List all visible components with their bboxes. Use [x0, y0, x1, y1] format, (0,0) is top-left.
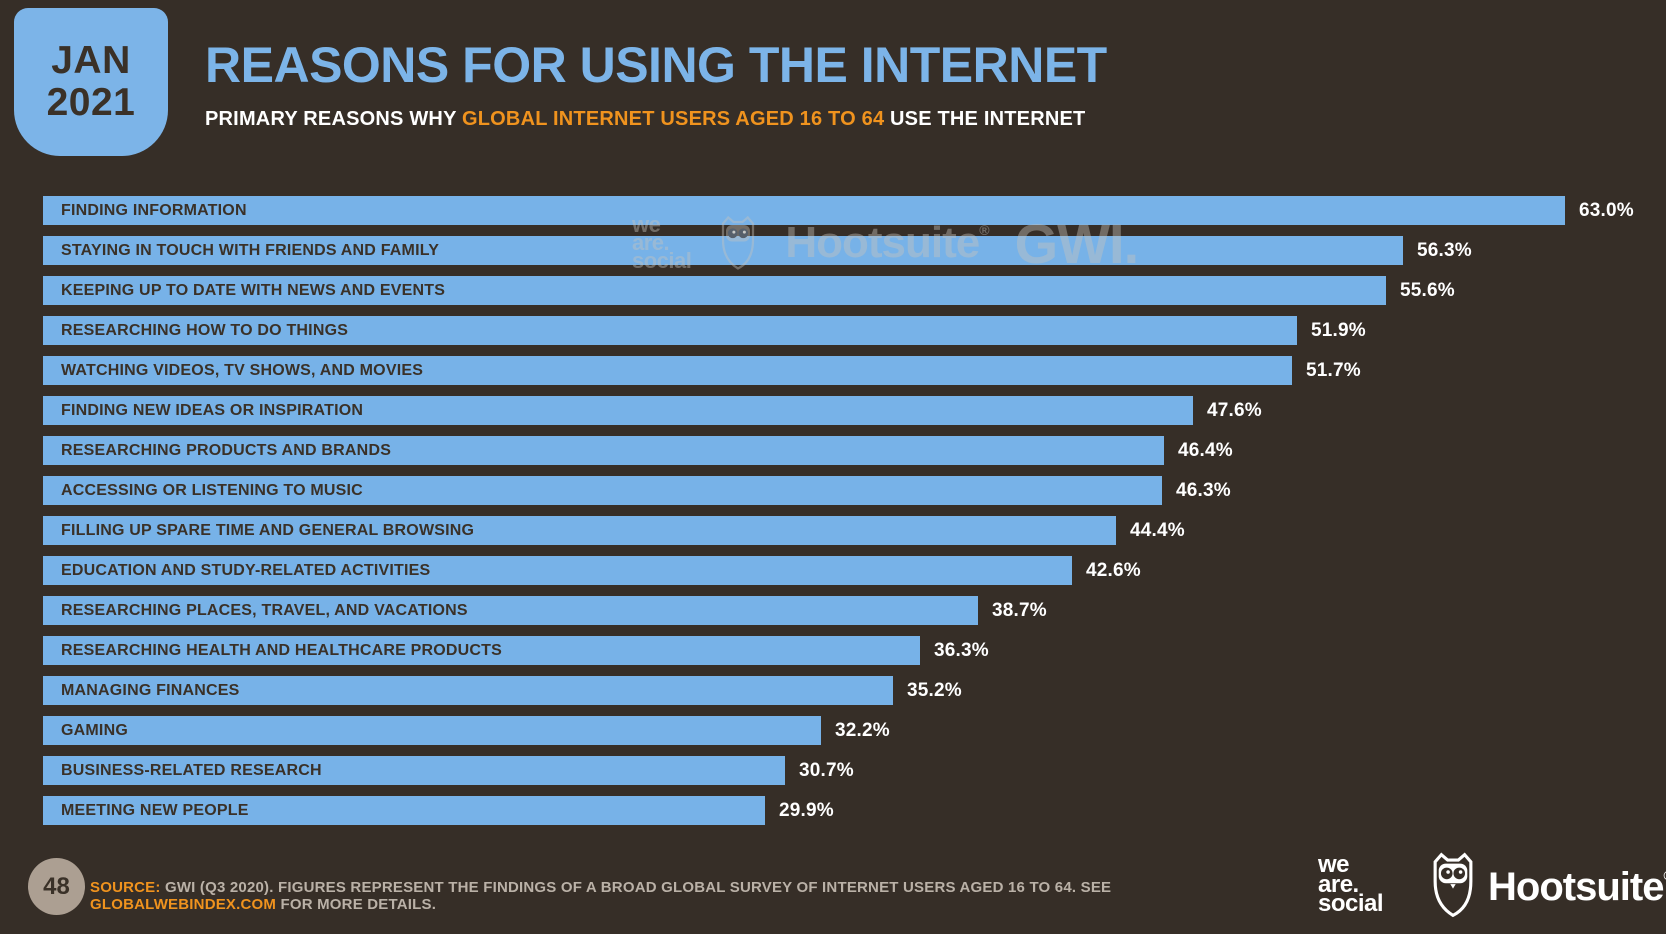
source-text-2: FOR MORE DETAILS. [276, 896, 437, 913]
bar-category-label: KEEPING UP TO DATE WITH NEWS AND EVENTS [61, 281, 446, 299]
ws-logo-line1: we [1318, 851, 1350, 878]
bar: FILLING UP SPARE TIME AND GENERAL BROWSI… [43, 516, 1116, 545]
bar-value-label: 38.7% [992, 599, 1047, 621]
bar-value-label: 46.4% [1178, 439, 1233, 461]
page-title: REASONS FOR USING THE INTERNET [205, 37, 1107, 93]
bar-row: FINDING NEW IDEAS OR INSPIRATION 47.6% [43, 396, 1666, 425]
bar-row: WATCHING VIDEOS, TV SHOWS, AND MOVIES 51… [43, 356, 1666, 385]
bar: BUSINESS-RELATED RESEARCH [43, 756, 785, 785]
bar-row: ACCESSING OR LISTENING TO MUSIC 46.3% [43, 476, 1666, 505]
bar-row: RESEARCHING PLACES, TRAVEL, AND VACATION… [43, 596, 1666, 625]
bar-row: STAYING IN TOUCH WITH FRIENDS AND FAMILY… [43, 236, 1666, 265]
we-are-social-logo: we are. social [1318, 851, 1384, 918]
bar-value-label: 51.9% [1311, 319, 1366, 341]
bar-value-label: 29.9% [779, 799, 834, 821]
bar-value-label: 51.7% [1306, 359, 1361, 381]
bar-value-label: 46.3% [1176, 479, 1231, 501]
subtitle-prefix: PRIMARY REASONS WHY [205, 108, 462, 130]
footer: 48 SOURCE: GWI (Q3 2020). FIGURES REPRES… [0, 845, 1666, 934]
hootsuite-word: Hootsuite [1488, 865, 1664, 909]
bar-row: RESEARCHING PRODUCTS AND BRANDS 46.4% [43, 436, 1666, 465]
bar-row: MEETING NEW PEOPLE 29.9% [43, 796, 1666, 825]
bar: RESEARCHING HOW TO DO THINGS [43, 316, 1297, 345]
globalwebindex-link[interactable]: GLOBALWEBINDEX.COM [90, 896, 277, 913]
bar-category-label: RESEARCHING HOW TO DO THINGS [61, 321, 349, 339]
bar-row: KEEPING UP TO DATE WITH NEWS AND EVENTS … [43, 276, 1666, 305]
bar-category-label: MANAGING FINANCES [61, 681, 240, 699]
bar-category-label: RESEARCHING HEALTH AND HEALTHCARE PRODUC… [61, 641, 502, 659]
date-badge: JAN 2021 [14, 8, 168, 156]
bar-value-label: 56.3% [1417, 239, 1472, 261]
bar-value-label: 35.2% [907, 679, 962, 701]
bar-value-label: 30.7% [799, 759, 854, 781]
bar-value-label: 42.6% [1086, 559, 1141, 581]
bar-value-label: 32.2% [835, 719, 890, 741]
bar-row: FINDING INFORMATION 63.0% [43, 196, 1666, 225]
hootsuite-reg: ® [1663, 868, 1666, 883]
bar-category-label: MEETING NEW PEOPLE [61, 801, 249, 819]
subtitle-highlight: GLOBAL INTERNET USERS AGED 16 TO 64 [462, 108, 885, 130]
bar-category-label: EDUCATION AND STUDY-RELATED ACTIVITIES [61, 561, 431, 579]
bar-category-label: RESEARCHING PRODUCTS AND BRANDS [61, 441, 392, 459]
source-text-1: GWI (Q3 2020). FIGURES REPRESENT THE FIN… [160, 879, 1112, 896]
bar-row: RESEARCHING HOW TO DO THINGS 51.9% [43, 316, 1666, 345]
bar-value-label: 63.0% [1579, 199, 1634, 221]
bar-row: MANAGING FINANCES 35.2% [43, 676, 1666, 705]
bar-value-label: 36.3% [934, 639, 989, 661]
date-badge-year: 2021 [46, 81, 136, 124]
bar-category-label: RESEARCHING PLACES, TRAVEL, AND VACATION… [61, 601, 468, 619]
bar-row: EDUCATION AND STUDY-RELATED ACTIVITIES 4… [43, 556, 1666, 585]
bar-row: GAMING 32.2% [43, 716, 1666, 745]
bar: STAYING IN TOUCH WITH FRIENDS AND FAMILY [43, 236, 1403, 265]
bar-category-label: FINDING NEW IDEAS OR INSPIRATION [61, 401, 364, 419]
ws-logo-line2: are. [1318, 870, 1359, 898]
hootsuite-owl-logo-icon [1428, 851, 1478, 924]
bar: ACCESSING OR LISTENING TO MUSIC [43, 476, 1162, 505]
bar: RESEARCHING HEALTH AND HEALTHCARE PRODUC… [43, 636, 920, 665]
bar-value-label: 44.4% [1130, 519, 1185, 541]
bar: RESEARCHING PRODUCTS AND BRANDS [43, 436, 1164, 465]
date-badge-month: JAN [51, 38, 131, 82]
bar-category-label: FILLING UP SPARE TIME AND GENERAL BROWSI… [61, 521, 475, 539]
bar-row: BUSINESS-RELATED RESEARCH 30.7% [43, 756, 1666, 785]
bar-category-label: STAYING IN TOUCH WITH FRIENDS AND FAMILY [61, 241, 440, 259]
bar-chart: FINDING INFORMATION 63.0% STAYING IN TOU… [43, 196, 1666, 836]
hootsuite-wordmark: Hootsuite® [1488, 865, 1666, 910]
source-line: SOURCE: GWI (Q3 2020). FIGURES REPRESENT… [90, 879, 1280, 913]
header: REASONS FOR USING THE INTERNET PRIMARY R… [205, 36, 1625, 131]
subtitle-suffix: USE THE INTERNET [884, 108, 1086, 130]
source-label: SOURCE: [90, 879, 161, 896]
bar: RESEARCHING PLACES, TRAVEL, AND VACATION… [43, 596, 978, 625]
bar-row: RESEARCHING HEALTH AND HEALTHCARE PRODUC… [43, 636, 1666, 665]
bar: MANAGING FINANCES [43, 676, 893, 705]
bar-category-label: FINDING INFORMATION [61, 201, 247, 219]
bar: FINDING NEW IDEAS OR INSPIRATION [43, 396, 1193, 425]
ws-logo-line3: social [1318, 890, 1384, 918]
bar-category-label: BUSINESS-RELATED RESEARCH [61, 761, 322, 779]
bar-category-label: ACCESSING OR LISTENING TO MUSIC [61, 481, 363, 499]
bar-row: FILLING UP SPARE TIME AND GENERAL BROWSI… [43, 516, 1666, 545]
bar-category-label: WATCHING VIDEOS, TV SHOWS, AND MOVIES [61, 361, 424, 379]
bar: GAMING [43, 716, 821, 745]
bar: EDUCATION AND STUDY-RELATED ACTIVITIES [43, 556, 1072, 585]
hootsuite-logo: Hootsuite® [1428, 851, 1666, 924]
bar-rows: FINDING INFORMATION 63.0% STAYING IN TOU… [43, 196, 1666, 825]
bar-value-label: 55.6% [1400, 279, 1455, 301]
bar: FINDING INFORMATION [43, 196, 1565, 225]
page-number-badge: 48 [28, 858, 85, 915]
bar: WATCHING VIDEOS, TV SHOWS, AND MOVIES [43, 356, 1292, 385]
bar: KEEPING UP TO DATE WITH NEWS AND EVENTS [43, 276, 1386, 305]
page-subtitle: PRIMARY REASONS WHY GLOBAL INTERNET USER… [205, 108, 1625, 131]
bar-category-label: GAMING [61, 721, 128, 739]
bar: MEETING NEW PEOPLE [43, 796, 765, 825]
bar-value-label: 47.6% [1207, 399, 1262, 421]
